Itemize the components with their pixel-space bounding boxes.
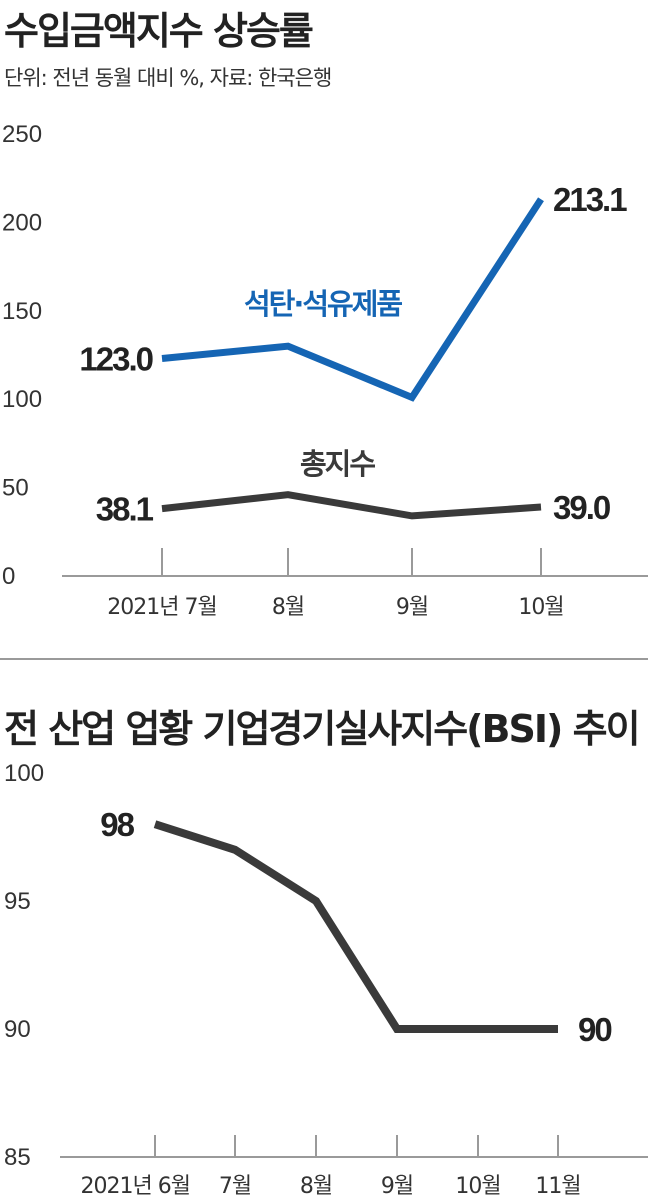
chart1-series-line bbox=[161, 491, 542, 520]
chart2-title: 전 산업 업황 기업경기실사지수(BSI) 추이 bbox=[4, 707, 641, 751]
chart1-xtick-label: 10월 bbox=[518, 595, 563, 620]
chart1-series-name-label: 총지수 bbox=[300, 447, 375, 481]
chart2-ytick-label: 85 bbox=[4, 1144, 31, 1171]
chart1-title: 수입금액지수 상승률 bbox=[4, 9, 314, 53]
chart1-ytick-label: 50 bbox=[2, 475, 29, 502]
chart1-last-value-label: 213.1 bbox=[553, 181, 627, 218]
chart2-xtick-label: 9월 bbox=[381, 1174, 413, 1196]
chart1-xtick-label: 2021년 7월 bbox=[107, 595, 216, 620]
chart1-last-value-label: 39.0 bbox=[553, 489, 610, 526]
chart2-xtick-label: 2021년 6월 bbox=[81, 1174, 190, 1196]
chart2-xtick-label: 8월 bbox=[300, 1174, 332, 1196]
chart1-svg: 0 50 100 150 200 250 2021년 7월 8월 9월 10월 123.0 213… bbox=[2, 121, 648, 620]
chart1-ytick-label: 150 bbox=[2, 298, 42, 325]
chart2-series-line bbox=[153, 820, 558, 1033]
chart1-first-value-label: 123.0 bbox=[79, 341, 152, 378]
chart2-last-value-label: 90 bbox=[578, 1011, 611, 1048]
chart2-xtick-label: 7월 bbox=[219, 1174, 251, 1196]
section-divider bbox=[0, 658, 648, 660]
chart1-first-value-label: 38.1 bbox=[96, 491, 154, 528]
chart1-subtitle: 단위: 전년 동월 대비 %, 자료: 한국은행 bbox=[4, 66, 332, 90]
chart2-ytick-label: 90 bbox=[4, 1016, 31, 1043]
chart1-ytick-label: 100 bbox=[2, 386, 42, 413]
chart1-xtick-label: 9월 bbox=[396, 595, 428, 620]
chart1-xtick-label: 8월 bbox=[272, 595, 304, 620]
chart1-ytick-label: 200 bbox=[2, 209, 42, 236]
chart2-ytick-label: 95 bbox=[4, 888, 31, 915]
chart2-svg: 85 90 95 100 2021년 6월 7월 8월 9월 10월 11월 98 90 bbox=[4, 760, 648, 1196]
chart1-series-line bbox=[161, 197, 544, 402]
chart2-first-value-label: 98 bbox=[100, 806, 134, 843]
chart1-ytick-label: 250 bbox=[2, 121, 42, 148]
chart2-xtick-label: 11월 bbox=[535, 1174, 580, 1196]
chart1-ytick-label: 0 bbox=[2, 563, 15, 590]
chart2-ytick-label: 100 bbox=[4, 760, 44, 787]
chart2-xtick-label: 10월 bbox=[455, 1174, 500, 1196]
chart1-series-name-label: 석탄·석유제품 bbox=[244, 287, 402, 321]
